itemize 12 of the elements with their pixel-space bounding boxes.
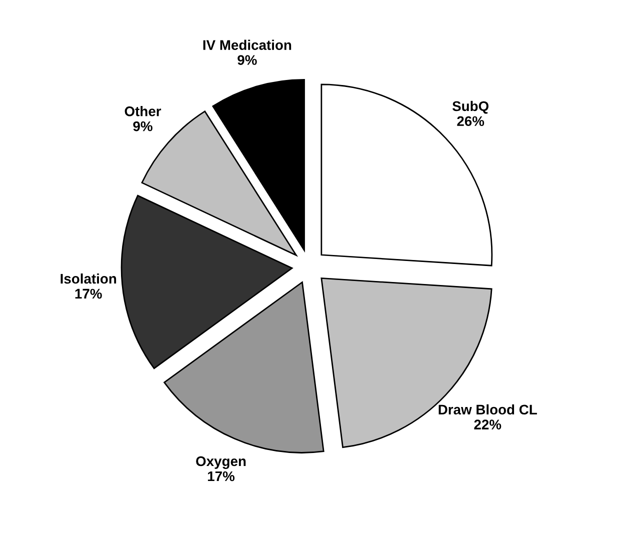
data-label: 22% xyxy=(474,420,502,430)
slice-label: Oxygen xyxy=(196,456,246,469)
slice-label: Draw Blood CL xyxy=(438,404,537,415)
slice-label: Other xyxy=(124,106,162,116)
data-label: 9% xyxy=(238,55,257,65)
slice-label: SubQ xyxy=(452,100,488,114)
slice-label: Isolation xyxy=(60,273,116,284)
data-label: 9% xyxy=(133,121,152,132)
data-label: 17% xyxy=(75,288,102,299)
data-label: 17% xyxy=(208,471,235,482)
data-label: 26% xyxy=(457,116,484,126)
slice-label: IV Medication xyxy=(203,40,292,50)
